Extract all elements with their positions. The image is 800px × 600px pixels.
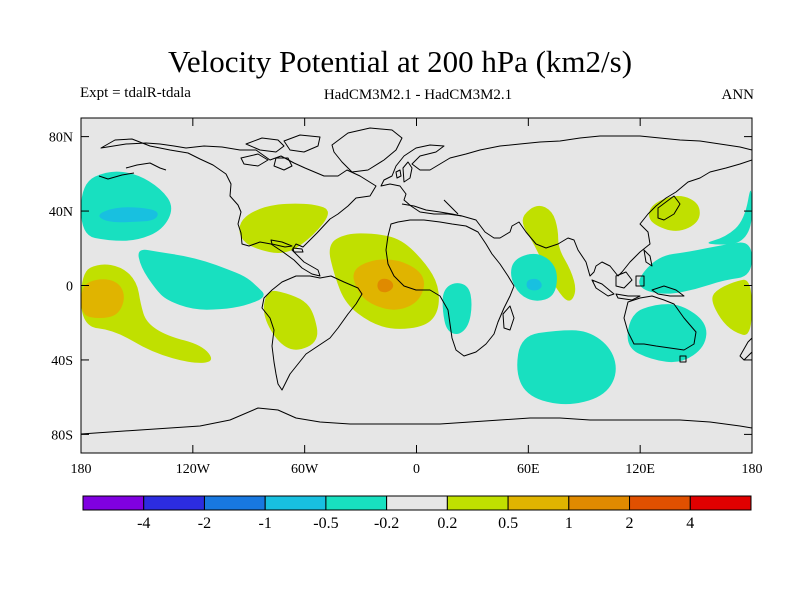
colorbar-swatch xyxy=(568,495,631,511)
colorbar-swatch xyxy=(386,495,448,511)
colorbar-label: 2 xyxy=(626,515,634,532)
contour-region-atlantic-peak xyxy=(377,278,394,293)
x-tick-label: 180 xyxy=(71,462,92,477)
coast-greenland xyxy=(331,127,403,173)
contour-region-ne-pacific-negative xyxy=(81,171,172,241)
contour-region-ne-pacific-core xyxy=(99,207,158,223)
colorbar: -4 -2 -1 -0.5 -0.2 0.2 0.5 1 2 4 xyxy=(82,495,752,532)
axis-tick-labels: 180 120W 60W 0 60E 120E 180 80N 40N 0 40S 80S xyxy=(49,131,763,477)
contour-region-subtropical-east-pacific-band xyxy=(138,249,264,310)
coast-africa xyxy=(385,219,515,357)
colorbar-label: -1 xyxy=(259,515,272,532)
y-tick-label: 0 xyxy=(66,280,73,295)
colorbar-swatch xyxy=(689,495,752,511)
contour-region-south-america-positive xyxy=(263,290,318,350)
coast-south-america xyxy=(261,275,363,391)
x-tick-label: 60W xyxy=(291,462,319,477)
colorbar-swatch xyxy=(325,495,388,511)
axis-ticks xyxy=(80,118,753,453)
contour-region-pacific-east-edge-negative xyxy=(708,190,752,245)
coast-arctic-islands xyxy=(240,134,321,171)
contour-region-sw-pacific-positive xyxy=(712,279,752,336)
coast-japan xyxy=(657,195,681,221)
x-tick-label: 180 xyxy=(742,462,763,477)
y-tick-label: 40N xyxy=(49,205,73,220)
colorbar-swatch xyxy=(446,495,509,511)
contour-regions xyxy=(81,171,752,405)
experiment-label: Expt = tdalR-tdala xyxy=(80,85,191,101)
colorbar-swatch xyxy=(629,495,691,511)
chart-title: Velocity Potential at 200 hPa (km2/s) xyxy=(167,44,633,79)
model-subtitle: HadCM3M2.1 - HadCM3M2.1 xyxy=(323,87,513,103)
x-tick-label: 120W xyxy=(176,462,211,477)
colorbar-swatch xyxy=(203,495,266,511)
colorbar-label: -0.5 xyxy=(313,515,338,532)
coast-cuba-caribbean xyxy=(270,239,304,253)
coast-madagascar xyxy=(502,305,515,331)
contour-region-central-pacific-core xyxy=(81,279,124,319)
colorbar-swatch xyxy=(507,495,570,511)
colorbar-swatch xyxy=(264,495,327,511)
y-tick-label: 80N xyxy=(49,131,73,146)
colorbar-label: -4 xyxy=(137,515,150,532)
colorbar-label: 0.2 xyxy=(437,515,457,532)
coastlines xyxy=(81,127,752,435)
contour-region-caribbean-positive xyxy=(239,203,328,253)
contour-region-maritime-continent-negative xyxy=(639,242,752,294)
x-tick-label: 120E xyxy=(625,462,655,477)
x-tick-label: 60E xyxy=(517,462,540,477)
contour-region-arabian-sea-positive xyxy=(522,205,576,301)
coast-southeast-asia-islands xyxy=(591,249,685,301)
contour-region-indian-ocean-core xyxy=(526,278,542,291)
colorbar-label: 0.5 xyxy=(498,515,518,532)
contour-region-southern-indian-ocean-negative xyxy=(517,330,616,405)
colorbar-swatch xyxy=(82,495,145,511)
colorbar-label: 4 xyxy=(686,515,694,532)
coast-britain xyxy=(395,161,413,183)
contour-region-australia-negative xyxy=(627,304,707,363)
colorbar-label: -0.2 xyxy=(374,515,399,532)
y-tick-label: 80S xyxy=(51,428,73,443)
coast-alaska-peninsula xyxy=(98,162,167,180)
colorbar-label: -2 xyxy=(198,515,211,532)
colorbar-swatch xyxy=(143,495,205,511)
season-label: ANN xyxy=(721,87,755,103)
contour-region-indian-ocean-negative xyxy=(511,253,557,301)
y-tick-label: 40S xyxy=(51,354,73,369)
coast-eurasia xyxy=(380,135,752,277)
coast-antarctica xyxy=(81,407,752,435)
coast-mediterranean xyxy=(401,199,463,217)
coast-new-zealand xyxy=(739,337,752,361)
colorbar-label: 1 xyxy=(565,515,573,532)
coast-australia xyxy=(623,295,697,363)
coast-north-america xyxy=(100,138,377,277)
x-tick-label: 0 xyxy=(413,462,420,477)
